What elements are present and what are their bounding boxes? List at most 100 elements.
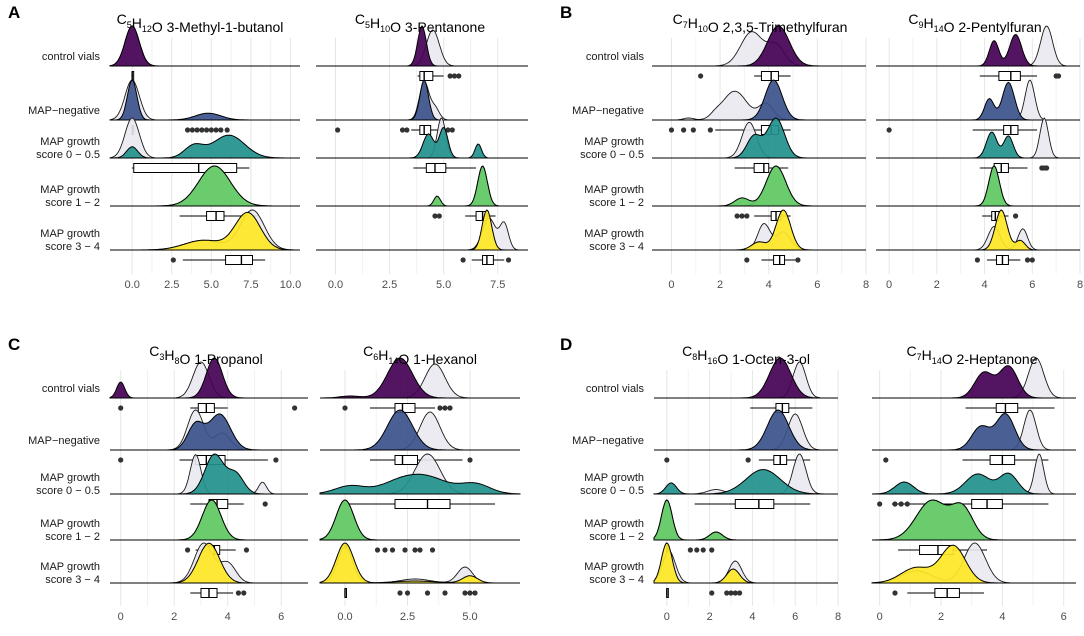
formula-subscript: 14 — [388, 356, 398, 366]
formula-subscript: 8 — [692, 352, 697, 362]
series-5 — [653, 542, 838, 598]
group-density — [652, 79, 866, 121]
formula-element: C — [363, 343, 373, 359]
outlier-point — [449, 127, 455, 133]
outlier-point — [974, 257, 981, 263]
formula-element: C — [682, 343, 692, 359]
group-density — [876, 209, 1080, 251]
compound-name: 2,3,5-Trimethylfuran — [719, 19, 848, 35]
row-label: score 0 − 0.5 — [580, 485, 644, 497]
row-label: score 3 − 4 — [589, 574, 644, 586]
row-label: MAP−negative — [572, 435, 644, 447]
x-tick-label: 2 — [717, 279, 723, 291]
formula-subscript: 14 — [932, 356, 942, 366]
group-density — [319, 542, 520, 584]
series-1 — [320, 357, 520, 413]
panel-3: 0 2 4 6 8 C7H10O 2,3,5-Trimethylfuran B — [560, 3, 869, 291]
panel-title: C7H10O 2,3,5-Trimethylfuran — [673, 11, 848, 35]
outlier-point — [472, 590, 478, 596]
outlier-point — [118, 405, 124, 411]
row-label: MAP growth — [40, 136, 100, 148]
x-tick-label: 0 — [877, 611, 883, 623]
outlier-point — [402, 547, 408, 553]
row-label: MAP−negative — [28, 435, 100, 447]
panel-8: 0 2 4 6 C7H14O 2-Heptanone — [871, 343, 1076, 623]
series-2 — [872, 409, 1076, 465]
group-density — [320, 409, 520, 451]
x-tick-label: 5.0 — [462, 611, 477, 623]
panel-title: C5H10O 3-Pentanone — [355, 11, 485, 35]
outlier-point — [734, 213, 740, 219]
formula-subscript: 12 — [142, 24, 152, 34]
box-iqr — [425, 163, 447, 173]
row-label: MAP−negative — [28, 105, 100, 117]
group-density — [654, 409, 838, 451]
formula-element: H — [370, 15, 380, 31]
row-label: control vials — [42, 51, 101, 63]
formula-element: O — [152, 19, 163, 35]
row-label: MAP growth — [584, 518, 644, 530]
panel-letter: B — [560, 3, 572, 22]
formula-subscript: 10 — [380, 24, 390, 34]
outlier-point — [208, 127, 214, 133]
outlier-point — [745, 457, 751, 463]
formula-element: H — [164, 347, 174, 363]
formula-element: C — [673, 11, 683, 27]
outlier-point — [451, 73, 458, 79]
formula-element: H — [378, 347, 388, 363]
row-label: control vials — [586, 383, 645, 395]
outlier-point — [744, 213, 750, 219]
group-density — [654, 357, 838, 399]
panel-letter: A — [8, 3, 20, 22]
x-tick-label: 2 — [938, 611, 944, 623]
group-density — [876, 131, 1080, 159]
row-label: MAP growth — [40, 518, 100, 530]
group-density — [652, 25, 866, 67]
outlier-point — [389, 547, 396, 553]
outlier-point — [467, 457, 473, 463]
group-density — [653, 542, 838, 584]
x-tick-label: 4 — [225, 611, 231, 623]
row-labels: control vials MAP−negative MAP growthscore… — [28, 51, 100, 253]
outlier-point — [1029, 257, 1035, 263]
formula-element: O — [708, 19, 719, 35]
compound-name: 2-Pentylfuran — [955, 19, 1042, 35]
group-density — [652, 117, 866, 159]
box-iqr — [995, 403, 1019, 413]
series-4 — [652, 165, 866, 221]
group-density — [110, 542, 308, 584]
outlier-point — [736, 590, 743, 596]
outlier-point — [170, 257, 176, 263]
box-iqr — [206, 211, 225, 221]
formula-subscript: 10 — [698, 24, 708, 34]
compound-name: 3-Pentanone — [401, 19, 485, 35]
panel-title: C5H12O 3-Methyl-1-butanol — [117, 11, 284, 35]
box-iqr — [482, 255, 494, 265]
box-iqr — [998, 71, 1021, 81]
x-tick-label: 4 — [766, 279, 772, 291]
row-label: score 0 − 0.5 — [36, 149, 100, 161]
series-1 — [876, 25, 1080, 81]
panel-4: 0 2 4 6 8 C9H14O 2-Pentylfuran — [876, 11, 1083, 291]
panel-2: 0.0 2.5 5.0 7.5 C5H10O 3-Pentanone — [316, 11, 528, 291]
formula-element: O — [717, 351, 728, 367]
series-2 — [110, 409, 308, 465]
row-label: MAP growth — [40, 561, 100, 573]
row-label: score 0 − 0.5 — [36, 485, 100, 497]
reference-density — [876, 165, 1080, 207]
outlier-point — [203, 127, 210, 133]
x-tick-label: 7.5 — [490, 279, 505, 291]
row-label: score 0 − 0.5 — [580, 149, 644, 161]
x-tick-label: 8 — [835, 611, 841, 623]
group-density — [316, 165, 528, 207]
outlier-point — [399, 127, 406, 133]
outlier-point — [1012, 213, 1019, 219]
formula-element: O — [180, 351, 191, 367]
outlier-point — [437, 405, 443, 411]
row-label: score 1 − 2 — [589, 197, 644, 209]
outlier-point — [445, 127, 451, 133]
formula-subscript: 7 — [683, 20, 688, 30]
